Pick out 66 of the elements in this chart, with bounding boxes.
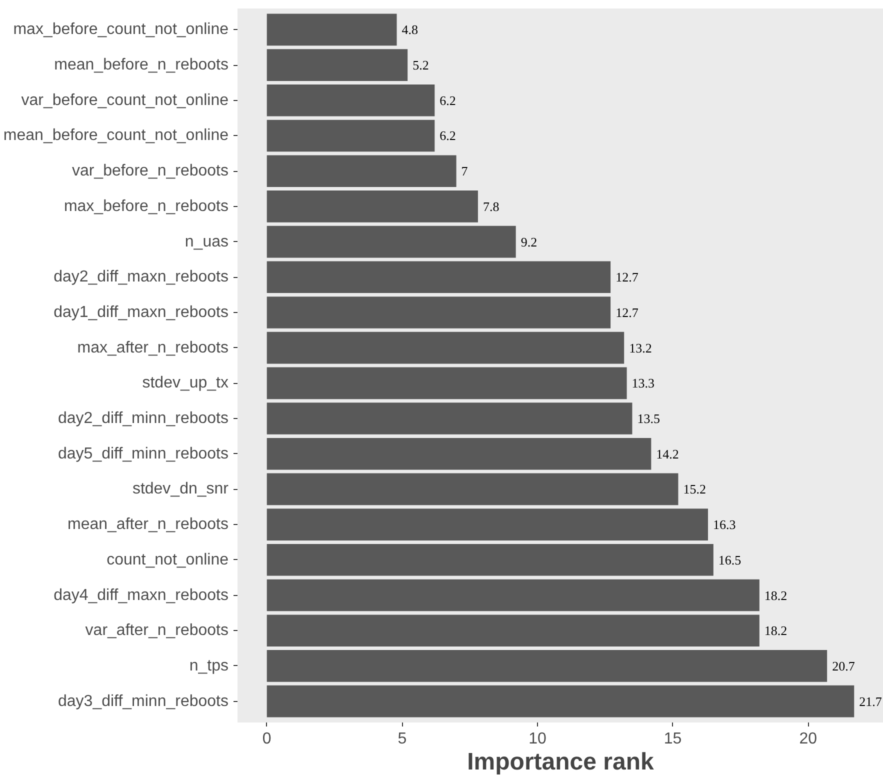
y-tick-label: day5_diff_minn_reboots (58, 445, 229, 462)
y-tick-label: var_before_n_reboots (72, 162, 229, 180)
bar (266, 332, 624, 364)
data-label: 13.5 (637, 411, 660, 426)
y-tick-label: var_before_count_not_online (21, 92, 229, 109)
y-tick-label: day2_diff_maxn_reboots (54, 268, 228, 286)
bar (266, 685, 854, 718)
bar (266, 49, 408, 81)
y-tick-label: mean_before_count_not_online (3, 127, 229, 144)
y-tick-label: var_after_n_reboots (85, 622, 228, 640)
bar (266, 544, 714, 576)
bar (266, 120, 435, 152)
y-tick-label: stdev_dn_snr (132, 480, 230, 498)
y-tick-label: count_not_online (106, 551, 229, 568)
bar (266, 614, 760, 647)
data-label: 21.7 (859, 694, 882, 709)
data-label: 16.5 (718, 552, 742, 568)
bar (266, 579, 760, 612)
data-label: 16.3 (712, 517, 736, 532)
y-tick-label: max_after_n_reboots (77, 339, 228, 356)
data-label: 18.2 (764, 623, 788, 638)
data-label: 5.2 (412, 58, 429, 73)
y-tick-label: stdev_up_tx (142, 374, 228, 392)
bar (266, 84, 435, 116)
y-tick-label: day2_diff_minn_reboots (58, 410, 229, 428)
bar (266, 296, 611, 328)
bar (266, 438, 652, 470)
bar (266, 14, 397, 46)
x-tick-label: 5 (398, 730, 407, 748)
data-label: 7 (461, 164, 468, 179)
bar (266, 226, 516, 258)
data-label: 6.2 (440, 92, 456, 108)
y-tick-label: n_uas (184, 233, 228, 250)
bar (266, 261, 611, 294)
data-label: 7.8 (482, 198, 500, 214)
bar (266, 473, 678, 506)
bar (266, 508, 708, 540)
bar (266, 402, 632, 434)
bar (266, 190, 478, 222)
data-label: 18.2 (764, 588, 788, 603)
data-label: 9.2 (520, 234, 538, 250)
data-label: 12.7 (616, 304, 639, 320)
y-tick-label: mean_before_n_reboots (54, 56, 229, 74)
x-tick-label: 0 (262, 730, 272, 748)
data-label: 14.2 (656, 446, 679, 462)
x-tick-label: 20 (799, 730, 818, 748)
data-label: 6.2 (440, 128, 456, 144)
data-label: 12.7 (616, 270, 639, 285)
x-tick-label: 15 (664, 730, 682, 748)
data-label: 4.8 (402, 22, 418, 38)
y-tick-label: day3_diff_minn_reboots (58, 692, 229, 710)
y-tick-label: day1_diff_maxn_reboots (54, 304, 228, 321)
x-axis-title: Importance rank (467, 748, 655, 776)
data-label: 20.7 (832, 658, 856, 674)
y-tick-label: n_tps (189, 657, 228, 674)
y-tick-label: max_before_count_not_online (13, 21, 229, 38)
bar (266, 650, 828, 682)
y-tick-label: max_before_n_reboots (64, 198, 229, 215)
x-tick-label: 10 (528, 730, 546, 748)
bar (266, 367, 627, 400)
y-tick-label: day4_diff_maxn_reboots (54, 586, 228, 604)
data-label: 13.2 (629, 340, 652, 356)
data-label: 13.3 (632, 376, 655, 391)
data-label: 15.2 (683, 482, 706, 497)
bar (266, 155, 456, 187)
y-tick-label: mean_after_n_reboots (68, 516, 228, 534)
